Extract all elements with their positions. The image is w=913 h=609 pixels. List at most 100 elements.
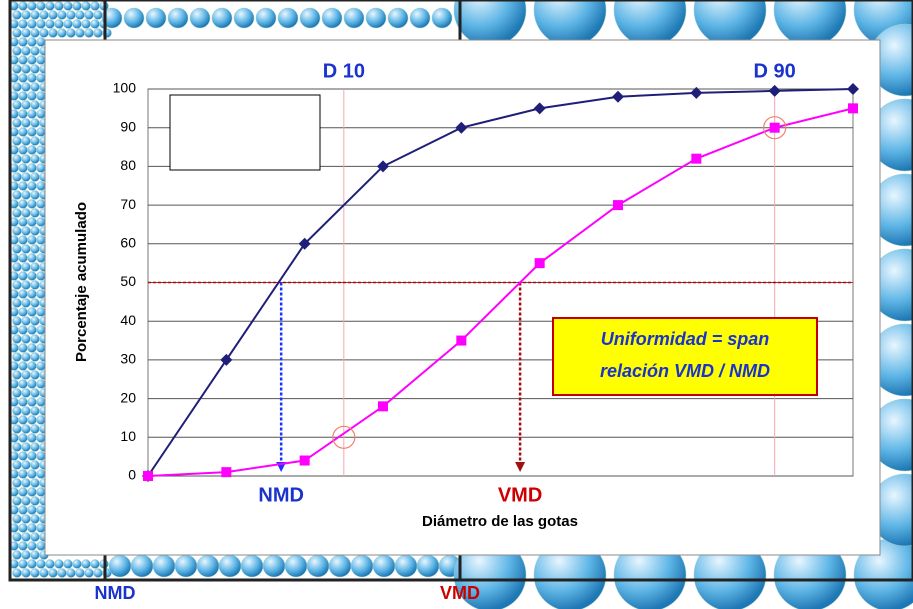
bubble (22, 461, 31, 470)
bubble (22, 173, 31, 182)
bubble (13, 209, 22, 218)
bubble (31, 461, 40, 470)
bubble (351, 555, 373, 577)
bubble (22, 209, 31, 218)
bubble (13, 101, 22, 110)
bubble (28, 470, 37, 479)
bubble (22, 155, 31, 164)
bubble (285, 555, 307, 577)
bubble (46, 560, 55, 569)
bubble (19, 380, 28, 389)
bubble (31, 533, 40, 542)
bubble (82, 2, 91, 11)
background-label: NMD (95, 583, 136, 603)
y-tick-label: 40 (120, 312, 136, 328)
bubble (31, 155, 40, 164)
bubble (13, 119, 22, 128)
bubble (55, 20, 64, 29)
bubble (31, 569, 40, 578)
bubble (124, 8, 144, 28)
bubble (40, 11, 49, 20)
bubble (22, 227, 31, 236)
y-tick-label: 60 (120, 235, 136, 251)
bubble (37, 2, 46, 11)
bubble (28, 434, 37, 443)
bubble (22, 101, 31, 110)
bubble (19, 398, 28, 407)
bubble (395, 555, 417, 577)
bubble (31, 137, 40, 146)
bubble (28, 164, 37, 173)
bubble (19, 182, 28, 191)
bubble (22, 29, 31, 38)
bubble (58, 29, 67, 38)
bubble (13, 551, 22, 560)
bubble (28, 290, 37, 299)
bubble (31, 263, 40, 272)
bubble (31, 317, 40, 326)
bubble (28, 308, 37, 317)
bubble (37, 362, 46, 371)
x-axis-label: Diámetro de las gotas (422, 513, 578, 530)
bubble (22, 281, 31, 290)
bubble (19, 542, 28, 551)
bubble (19, 362, 28, 371)
bubble (13, 83, 22, 92)
bubble (13, 227, 22, 236)
bubble (22, 497, 31, 506)
bubble (73, 560, 82, 569)
bubble (432, 8, 452, 28)
bubble (67, 569, 76, 578)
bubble (40, 569, 49, 578)
bubble (153, 555, 175, 577)
bubble (22, 425, 31, 434)
bubble (28, 20, 37, 29)
y-tick-label: 0 (128, 467, 136, 483)
bubble (31, 353, 40, 362)
bubble (37, 110, 46, 119)
background-label: VMD (440, 583, 480, 603)
bubble (13, 191, 22, 200)
bubble (300, 8, 320, 28)
bubble (28, 38, 37, 47)
bubble (64, 2, 73, 11)
bubble (31, 371, 40, 380)
bubble (85, 29, 94, 38)
bubble (19, 146, 28, 155)
bubble (37, 542, 46, 551)
bubble (19, 416, 28, 425)
bubble (31, 29, 40, 38)
bubble (82, 20, 91, 29)
bubble (197, 555, 219, 577)
bubble (22, 353, 31, 362)
bubble (19, 2, 28, 11)
bubble (13, 461, 22, 470)
bubble (13, 317, 22, 326)
bubble (37, 290, 46, 299)
bubble (22, 65, 31, 74)
bubble (37, 398, 46, 407)
bubble (40, 29, 49, 38)
bubble (28, 146, 37, 155)
bubble (28, 380, 37, 389)
bubble (46, 20, 55, 29)
bubble (49, 11, 58, 20)
bubble (28, 362, 37, 371)
bubble (37, 434, 46, 443)
bubble (31, 119, 40, 128)
bubble (28, 488, 37, 497)
text-box-line: Uniformidad = span (601, 329, 770, 349)
bubble (19, 74, 28, 83)
bubble (13, 11, 22, 20)
vline-label: D 10 (323, 60, 365, 82)
marker (300, 456, 310, 466)
bubble (37, 326, 46, 335)
bubble (22, 533, 31, 542)
marker (848, 103, 858, 113)
bubble (19, 272, 28, 281)
bubble (307, 555, 329, 577)
bubble (28, 200, 37, 209)
bubble (64, 560, 73, 569)
bubble (31, 299, 40, 308)
y-axis-label: Porcentaje acumulado (73, 202, 90, 362)
